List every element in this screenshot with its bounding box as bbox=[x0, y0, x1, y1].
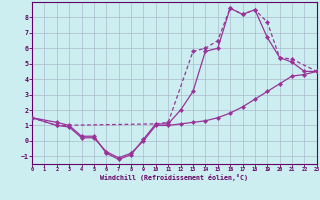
X-axis label: Windchill (Refroidissement éolien,°C): Windchill (Refroidissement éolien,°C) bbox=[100, 174, 248, 181]
